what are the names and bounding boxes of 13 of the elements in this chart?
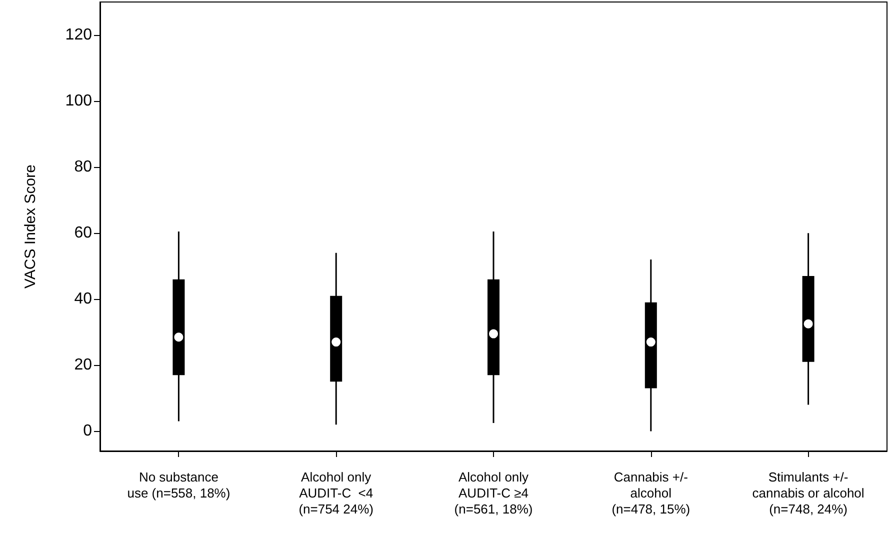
x-tick-label: Alcohol only AUDIT-C <4 (n=754 24%) bbox=[298, 470, 374, 516]
y-tick-label: 120 bbox=[65, 26, 92, 44]
y-axis-title: VACS Index Score bbox=[22, 164, 39, 288]
x-tick-label: Cannabis +/- alcohol (n=478, 15%) bbox=[612, 470, 690, 516]
y-tick-label: 0 bbox=[83, 422, 92, 440]
x-tick-label: Stimulants +/- cannabis or alcohol (n=748, 24%) bbox=[752, 470, 864, 516]
y-tick-label: 100 bbox=[65, 92, 92, 110]
y-tick-label: 20 bbox=[74, 356, 92, 374]
x-tick-label: Alcohol only AUDIT-C ≥4 (n=561, 18%) bbox=[454, 470, 533, 516]
y-tick-label: 80 bbox=[74, 158, 92, 176]
y-tick-label: 40 bbox=[74, 290, 92, 308]
x-tick-label: No substance use (n=558, 18%) bbox=[127, 470, 230, 500]
y-tick-label: 60 bbox=[74, 224, 92, 242]
